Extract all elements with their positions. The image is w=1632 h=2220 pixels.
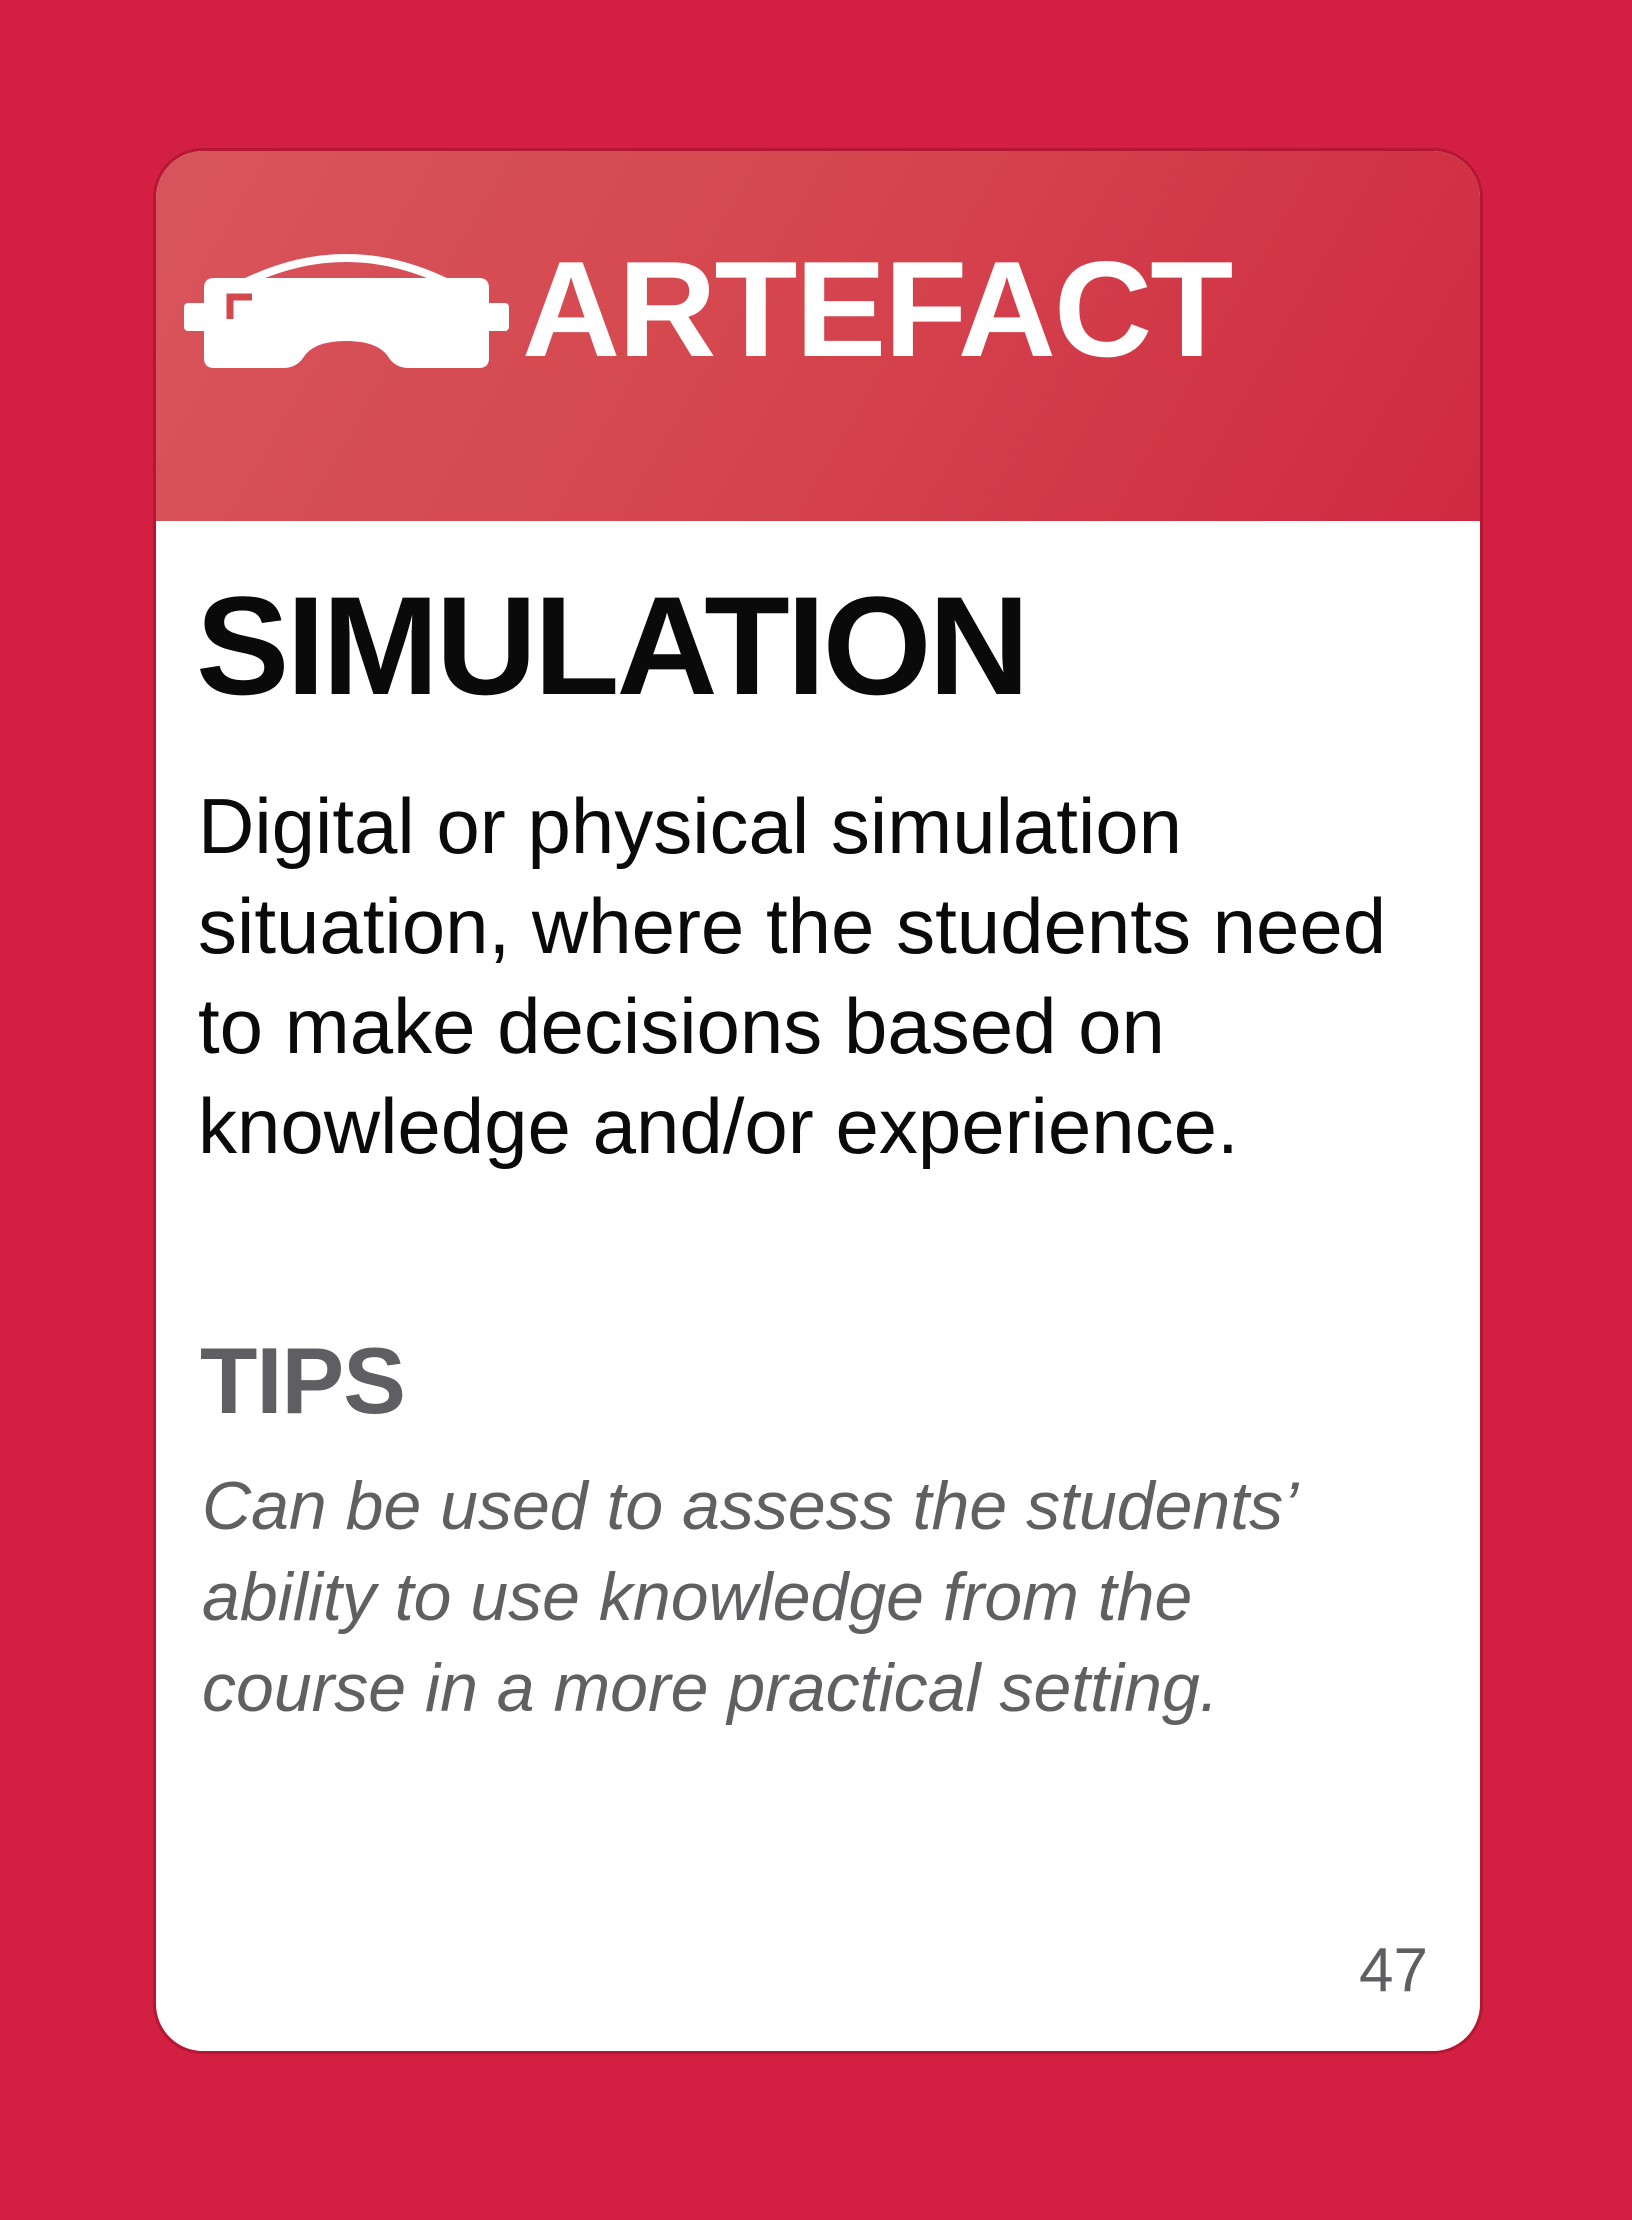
card-description: Digital or physical simulation situation… xyxy=(198,782,1387,1170)
page-number: 47 xyxy=(1359,1936,1428,2005)
tips-heading: TIPS xyxy=(200,1328,406,1433)
tips-text: Can be used to assess the students’ abil… xyxy=(202,1468,1295,1726)
card-title: SIMULATION xyxy=(196,567,1030,724)
vr-headset-icon xyxy=(184,254,509,368)
card-category: ARTEFACT xyxy=(522,233,1233,385)
artefact-card: ARTEFACT SIMULATION Digital or physical … xyxy=(153,148,1483,2054)
card-header: ARTEFACT xyxy=(156,151,1480,521)
